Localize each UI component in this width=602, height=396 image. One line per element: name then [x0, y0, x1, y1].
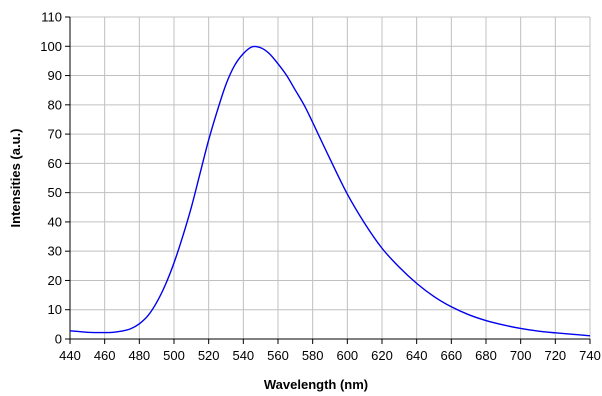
y-tick-label: 30	[48, 244, 62, 259]
x-axis-title: Wavelength (nm)	[264, 377, 368, 392]
y-tick-label: 10	[48, 302, 62, 317]
y-tick-label: 20	[48, 273, 62, 288]
x-tick-label: 520	[198, 348, 220, 363]
x-tick-label: 700	[510, 348, 532, 363]
tick-labels: 440 460 480 500 520 540 560 580 600 620 640 660 680 7…	[40, 10, 601, 364]
series-line	[69, 45, 591, 337]
y-tick-label: 80	[48, 97, 62, 112]
x-tick-label: 660	[440, 348, 462, 363]
x-tick-label: 500	[163, 348, 185, 363]
grid-layer	[69, 16, 591, 340]
y-tick-label: 110	[41, 10, 62, 25]
x-tick-label: 620	[371, 348, 393, 363]
x-tick-label: 720	[544, 348, 566, 363]
y-tick-label: 40	[48, 214, 62, 229]
x-tick-label: 440	[59, 348, 81, 363]
x-tick-label: 640	[406, 348, 428, 363]
y-tick-label: 60	[48, 156, 62, 171]
x-tick-label: 540	[232, 348, 254, 363]
series-layer	[69, 45, 591, 337]
y-tick-label: 0	[55, 332, 62, 347]
x-tick-label: 480	[128, 348, 150, 363]
y-tick-label: 50	[48, 185, 62, 200]
x-tick-label: 560	[267, 348, 289, 363]
x-tick-label: 460	[94, 348, 116, 363]
x-tick-label: 740	[579, 348, 601, 363]
x-tick-label: 680	[475, 348, 497, 363]
x-tick-label: 580	[302, 348, 324, 363]
x-tick-label: 600	[336, 348, 358, 363]
y-tick-label: 70	[48, 127, 62, 142]
y-axis-title: Intensities (a.u.)	[8, 129, 23, 228]
y-tick-label: 100	[40, 39, 62, 54]
y-tick-label: 90	[48, 68, 62, 83]
axes	[65, 16, 591, 344]
